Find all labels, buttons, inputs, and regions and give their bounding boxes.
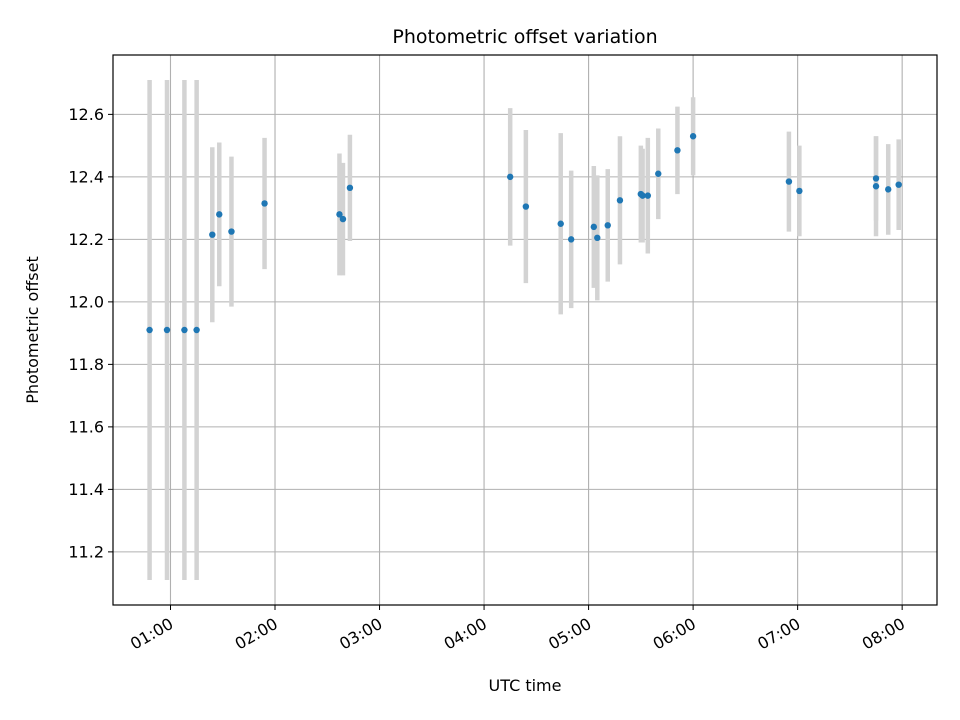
- data-point: [193, 326, 200, 334]
- data-point: [639, 192, 646, 199]
- y-axis-label: Photometric offset: [23, 256, 42, 404]
- y-tick-label: 12.6: [68, 105, 104, 124]
- data-point: [522, 203, 530, 210]
- data-points: [146, 133, 902, 334]
- data-point: [567, 236, 575, 243]
- data-point: [655, 170, 662, 177]
- chart-title: Photometric offset variation: [392, 26, 657, 48]
- data-point: [163, 326, 171, 334]
- data-point: [885, 186, 892, 193]
- data-point: [604, 222, 611, 229]
- data-point: [506, 173, 514, 181]
- data-point: [872, 183, 880, 190]
- y-tick-label: 11.6: [68, 417, 104, 436]
- data-point: [181, 326, 188, 334]
- data-point: [216, 211, 223, 218]
- y-axis: 11.2 11.4 11.6 11.8 12.0 12.2 12.4 12.6: [68, 105, 113, 561]
- data-point: [557, 220, 564, 227]
- data-point: [336, 211, 343, 218]
- y-tick-label: 12.4: [68, 167, 104, 186]
- y-tick-label: 11.4: [68, 480, 104, 499]
- data-point: [895, 181, 902, 188]
- data-point: [644, 192, 652, 199]
- data-point: [261, 200, 268, 207]
- x-axis-label: UTC time: [489, 676, 562, 695]
- y-tick-label: 12.0: [68, 292, 104, 311]
- data-point: [209, 231, 216, 238]
- data-point: [339, 215, 347, 223]
- data-point: [594, 234, 601, 242]
- data-point: [616, 197, 624, 204]
- data-point: [674, 147, 681, 154]
- data-point: [785, 178, 793, 185]
- data-point: [796, 187, 803, 195]
- plot-frame: [112, 54, 938, 606]
- y-tick-label: 11.2: [68, 542, 104, 561]
- data-point: [228, 228, 235, 235]
- data-point: [872, 175, 880, 182]
- y-tick-label: 11.8: [68, 355, 104, 374]
- y-tick-label: 12.2: [68, 230, 104, 249]
- data-point: [146, 326, 153, 334]
- data-point: [689, 133, 697, 140]
- data-point: [590, 223, 598, 231]
- data-point: [346, 184, 354, 192]
